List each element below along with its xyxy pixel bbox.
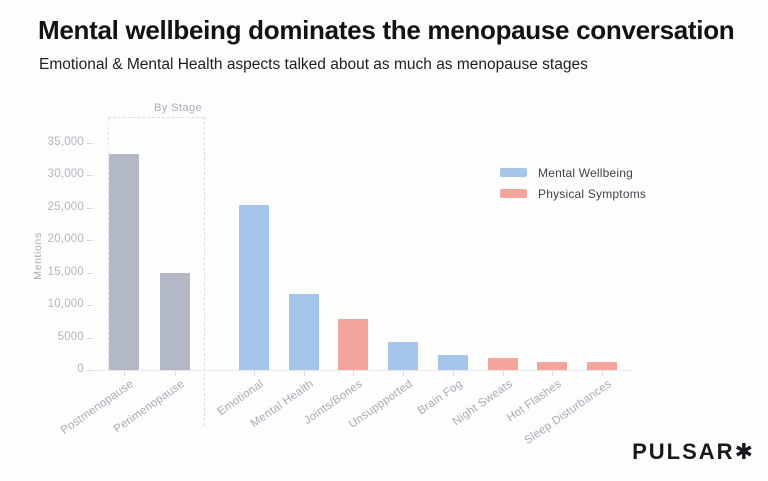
y-tick-mark [87, 207, 93, 209]
y-tick-mark [87, 142, 93, 144]
y-tick-mark [87, 370, 93, 371]
y-tick-label: 0 [77, 363, 84, 375]
chart-legend: Mental Wellbeing Physical Symptoms [500, 162, 646, 204]
bar-joints-bones [338, 319, 369, 370]
y-tick-label: 20,000 [47, 233, 84, 245]
x-tick-mark [403, 371, 405, 376]
y-tick-label: 5000 [57, 330, 84, 343]
y-tick-label: 30,000 [47, 168, 84, 180]
bar-hot-flashes [537, 361, 568, 370]
y-tick-label: 10,000 [47, 298, 84, 310]
x-tick-mark [303, 371, 305, 376]
bar-unsuppported [388, 342, 419, 370]
y-tick-mark [87, 337, 93, 339]
legend-swatch-physical-symptoms [500, 189, 527, 198]
stage-group-border-top [108, 117, 204, 118]
bar-mental-health [288, 293, 319, 370]
y-tick-mark [87, 305, 93, 306]
page-subtitle: Emotional & Mental Health aspects talked… [39, 56, 588, 73]
x-tick-mark [452, 371, 454, 376]
y-tick-label: 35,000 [47, 135, 84, 148]
y-tick-mark [87, 272, 93, 274]
y-tick-mark [87, 175, 93, 176]
bar-perimenopause [160, 273, 190, 370]
y-tick-mark [87, 240, 93, 241]
x-tick-mark [124, 371, 125, 376]
stage-group-separator [204, 117, 205, 426]
stage-group-border-left [108, 117, 109, 370]
bar-sleep-disturbances [586, 362, 617, 370]
x-tick-mark [552, 371, 554, 376]
x-tick-mark [353, 371, 355, 376]
pulsar-logo-text: PULSAR [632, 439, 735, 464]
group-label-by-stage: By Stage [154, 102, 202, 114]
x-tick-mark [502, 371, 504, 376]
legend-swatch-mental-wellbeing [500, 168, 527, 177]
legend-item-mental-wellbeing: Mental Wellbeing [500, 162, 646, 183]
x-tick-mark [254, 371, 255, 376]
x-tick-mark [175, 371, 176, 376]
pulsar-asterisk-icon: ✱ [734, 440, 753, 465]
pulsar-logo: PULSAR✱ [632, 439, 753, 465]
bar-emotional [239, 204, 269, 370]
x-tick-mark [601, 371, 603, 376]
x-axis-line [89, 370, 632, 371]
bar-night-sweats [487, 357, 518, 370]
legend-label: Physical Symptoms [538, 186, 647, 201]
page-title: Mental wellbeing dominates the menopause… [38, 15, 735, 45]
legend-item-physical-symptoms: Physical Symptoms [500, 183, 646, 204]
bar-brain-fog [437, 355, 468, 370]
y-tick-label: 25,000 [47, 200, 84, 213]
legend-label: Mental Wellbeing [538, 165, 634, 180]
y-tick-label: 15,000 [47, 265, 84, 278]
bar-postmenopause [109, 154, 139, 370]
